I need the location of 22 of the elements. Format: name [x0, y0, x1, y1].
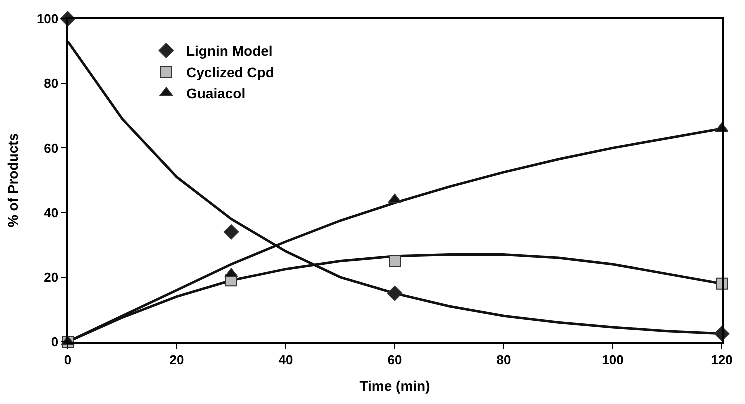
x-tick-label: 120 — [711, 352, 733, 368]
x-tick-label: 100 — [602, 352, 624, 368]
legend-label: Guaiacol — [186, 86, 246, 102]
y-axis-title: % of Products — [5, 133, 22, 228]
point — [224, 224, 240, 240]
x-tick-label: 80 — [496, 352, 512, 368]
y-tick-label: 100 — [36, 12, 59, 27]
legend-label: Cyclized Cpd — [186, 64, 274, 80]
y-tick-label: 40 — [44, 205, 59, 220]
x-tick-label: 40 — [278, 352, 294, 368]
y-tick-label: 80 — [44, 76, 59, 92]
y-tick-label: 0 — [51, 334, 59, 350]
y-tick-label: 20 — [44, 270, 59, 285]
y-tick-label: 60 — [44, 140, 59, 156]
x-tick-label: 60 — [388, 352, 402, 368]
point — [389, 255, 401, 268]
x-axis-title: Time (min) — [360, 378, 430, 394]
legend-label: Lignin Model — [186, 43, 273, 60]
x-tick-label: 20 — [170, 352, 184, 368]
x-tick-label: 0 — [64, 352, 72, 368]
point — [387, 286, 403, 302]
point — [388, 194, 402, 204]
